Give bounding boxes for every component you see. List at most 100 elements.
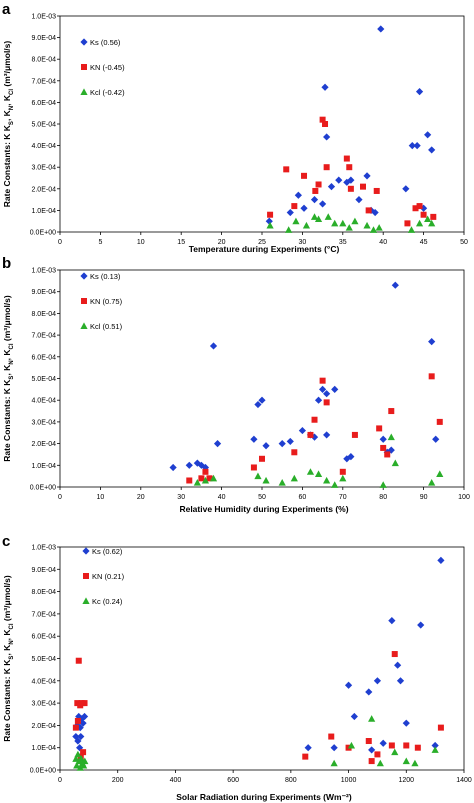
chart-panel-a: a 0.0E+00 1.0E-04 2.0E-04 3.0E-04 4.0E-04 5.0E… (2, 1, 468, 254)
chart-panel-c: c 0.0E+00 1.0E-04 2.0E-04 3.0E-04 4.0E-04 5.0E… (2, 533, 472, 802)
data-point (424, 215, 432, 223)
data-point (314, 396, 323, 404)
x-tick-label: 0 (58, 239, 62, 246)
data-point (169, 463, 177, 472)
data-point (351, 431, 358, 438)
data-point (371, 208, 379, 217)
series-triangle (72, 715, 439, 771)
data-point (286, 208, 294, 217)
data-point (335, 176, 343, 184)
x-tick-label: 10 (97, 494, 105, 501)
data-point (436, 470, 444, 477)
y-tick-label: 8.0E-04 (31, 57, 56, 64)
data-point (339, 219, 347, 227)
data-point (412, 205, 419, 212)
x-tick-label: 35 (339, 239, 347, 246)
data-point (330, 759, 338, 767)
data-point (403, 742, 410, 749)
y-tick-label: 1.0E-04 (31, 208, 56, 215)
x-tick-label: 5 (98, 239, 102, 246)
data-point (428, 338, 436, 346)
y-tick-label: 6.0E-04 (31, 634, 56, 641)
data-point (345, 224, 353, 231)
y-tick-label: 9.0E-04 (31, 567, 56, 574)
data-point (250, 435, 258, 443)
data-point (377, 25, 385, 33)
data-point (368, 758, 375, 765)
data-point (267, 211, 274, 218)
data-point (323, 133, 331, 141)
data-point (402, 719, 410, 727)
data-point (72, 732, 80, 741)
data-point (416, 203, 423, 210)
data-point (185, 461, 193, 469)
data-point (379, 739, 387, 747)
data-point (323, 390, 331, 398)
legend-label: Ks (0.62) (92, 547, 123, 556)
data-point (350, 712, 358, 721)
data-point (259, 455, 265, 462)
data-point (319, 385, 327, 393)
data-point (306, 468, 315, 475)
data-point (376, 759, 384, 767)
data-point (290, 474, 298, 482)
x-tick-label: 20 (137, 494, 145, 501)
data-point (75, 712, 83, 721)
y-axis-label: Rate Constants: K KS, KN, KCl (m³/μmol/s… (2, 575, 15, 742)
data-point (319, 200, 327, 208)
x-tick-label: 80 (379, 494, 387, 501)
data-point (428, 479, 436, 486)
data-point (291, 203, 298, 210)
data-point (254, 400, 262, 409)
data-point (323, 164, 330, 171)
data-point (201, 463, 210, 472)
series-triangle (266, 213, 436, 233)
y-tick-label: 1.0E-03 (31, 268, 56, 275)
data-point (73, 761, 81, 769)
legend-marker (82, 597, 90, 604)
x-tick-label: 15 (177, 239, 185, 246)
data-point (432, 435, 440, 443)
data-point (80, 712, 89, 721)
data-point (394, 661, 402, 669)
data-point (291, 449, 298, 456)
data-point (302, 753, 309, 760)
data-point (413, 142, 421, 150)
y-tick-label: 8.0E-04 (31, 589, 56, 596)
data-point (285, 226, 293, 233)
legend-label: KN (0.75) (90, 297, 123, 306)
data-point (292, 217, 300, 225)
data-point (363, 172, 371, 180)
legend-label: Kc (0.24) (92, 597, 123, 606)
y-tick-label: 1.0E-04 (31, 463, 56, 470)
data-point (79, 719, 87, 727)
data-point (278, 479, 286, 486)
data-point (387, 433, 395, 441)
y-tick-label: 6.0E-04 (31, 354, 56, 361)
data-point (368, 715, 376, 722)
x-tick-label: 1400 (456, 777, 472, 784)
y-tick-label: 5.0E-04 (31, 656, 56, 663)
y-tick-label: 3.0E-04 (31, 165, 56, 172)
data-point (417, 621, 425, 629)
data-point (302, 221, 311, 229)
data-point (321, 83, 329, 91)
data-point (343, 455, 351, 463)
legend-label: KN (0.21) (92, 572, 125, 581)
data-point (379, 481, 387, 488)
data-point (314, 215, 323, 223)
data-point (74, 717, 81, 724)
y-tick-label: 2.0E-04 (31, 186, 56, 193)
data-point (369, 226, 378, 233)
y-axis-label: Rate Constants: K KS, KN, KCl (m³/μmol/s… (2, 295, 15, 462)
data-point (314, 470, 323, 477)
chart-panel-b: b 0.0E+00 1.0E-04 2.0E-04 3.0E-04 4.0E-04 5.0E… (2, 255, 470, 514)
data-point (197, 461, 205, 469)
data-point (294, 191, 302, 199)
data-point (339, 474, 347, 482)
x-tick-label: 600 (227, 777, 239, 784)
data-point (298, 426, 306, 435)
plot-frame (59, 15, 465, 233)
data-point (428, 373, 435, 380)
data-point (258, 396, 266, 404)
